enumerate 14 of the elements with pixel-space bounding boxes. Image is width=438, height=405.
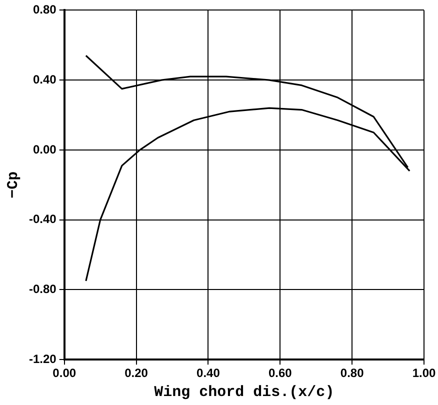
- x-tick-label: 0.80: [340, 366, 364, 380]
- y-tick-label: -0.80: [28, 282, 57, 296]
- y-tick-label: -1.20: [28, 352, 57, 366]
- x-tick-label: 0.60: [268, 366, 292, 380]
- x-tick-label: 0.00: [52, 366, 76, 380]
- y-tick-label: 0.00: [32, 142, 57, 156]
- y-tick-label: 0.80: [32, 2, 57, 17]
- x-tick-label: 0.20: [124, 366, 148, 380]
- y-tick-label: 0.40: [32, 72, 57, 86]
- x-tick-label: 1.00: [412, 366, 436, 380]
- x-tick-label: 0.40: [196, 366, 220, 380]
- y-axis-title: −Cp: [4, 171, 22, 198]
- x-axis-title: Wing chord dis.(x/c): [154, 384, 334, 401]
- y-tick-label: -0.40: [28, 212, 57, 226]
